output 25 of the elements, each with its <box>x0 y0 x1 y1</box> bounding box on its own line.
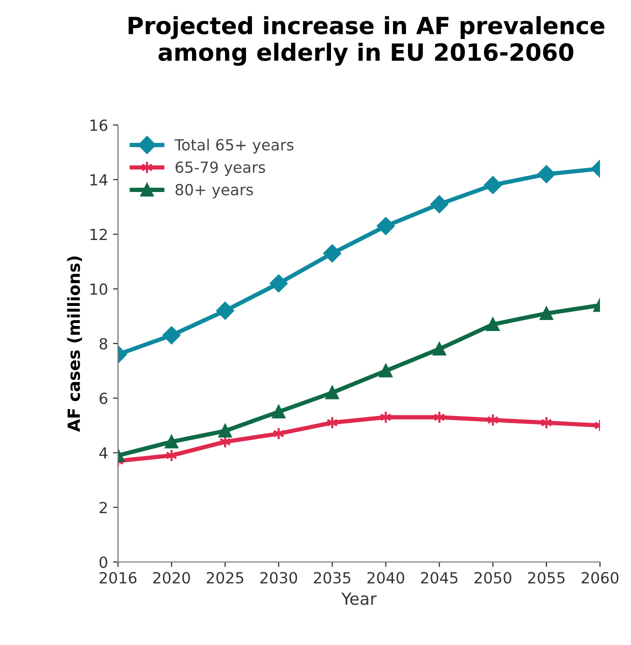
x-axis-title: Year <box>341 592 377 605</box>
y-tick-label: 14 <box>90 174 108 186</box>
y-tick-label: 0 <box>100 556 108 568</box>
y-tick-label: 2 <box>100 502 107 514</box>
x-tick-label: 2040 <box>367 572 404 584</box>
x-tick-label: 2055 <box>528 572 565 584</box>
x-tick-label: 2050 <box>474 572 512 584</box>
x-tick-label: 2045 <box>421 572 458 584</box>
y-tick-label: 4 <box>99 447 108 459</box>
x-tick-label: 2020 <box>153 572 190 584</box>
y-axis-title: AF cases (millions) <box>67 256 82 432</box>
x-tick-label: 2030 <box>260 572 298 584</box>
y-tick-label: 12 <box>90 228 107 240</box>
x-tick-label: 2060 <box>582 572 618 584</box>
legend-label: 65-79 years <box>176 161 266 176</box>
legend-label: 80+ years <box>176 184 253 198</box>
y-tick-label: 16 <box>90 119 108 132</box>
y-tick-label: 10 <box>90 283 108 295</box>
chart-title: Projected increase in AF prevalence among elderly in EU 2016-2060 <box>128 16 604 66</box>
x-tick-label: 2025 <box>206 572 244 584</box>
y-tick-label: 8 <box>100 338 108 350</box>
y-tick-label: 6 <box>100 392 108 404</box>
legend-label: Total 65+ years <box>174 138 294 154</box>
x-tick-label: 2035 <box>314 572 350 584</box>
x-tick-label: 2016 <box>100 572 136 584</box>
